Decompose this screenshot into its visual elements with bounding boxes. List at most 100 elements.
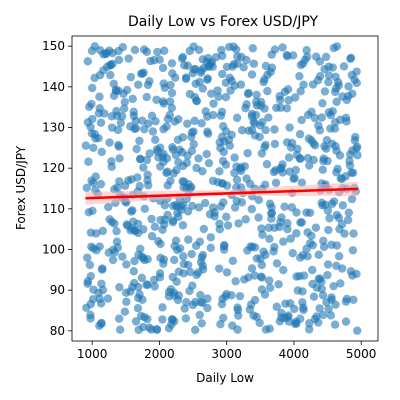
scatter-point — [307, 231, 316, 240]
scatter-point — [310, 113, 320, 123]
scatter-point — [323, 270, 332, 280]
scatter-point — [258, 230, 267, 239]
scatter-point — [139, 225, 148, 234]
scatter-point — [297, 115, 306, 125]
scatter-point — [274, 280, 283, 289]
scatter-point — [288, 248, 297, 258]
scatter-point — [326, 124, 335, 133]
y-axis-label: Forex USD/JPY — [14, 145, 28, 230]
scatter-point — [290, 319, 300, 329]
scatter-point — [163, 210, 172, 220]
scatter-point — [292, 229, 301, 238]
scatter-point — [175, 145, 184, 155]
scatter-point — [311, 223, 321, 232]
scatter-point — [324, 77, 333, 87]
scatter-point — [237, 126, 247, 135]
scatter-point — [265, 283, 275, 293]
scatter-point — [270, 242, 279, 252]
scatter-point — [159, 125, 168, 134]
scatter-point — [324, 225, 333, 235]
scatter-point — [252, 90, 261, 100]
scatter-point — [247, 125, 257, 135]
scatter-point — [242, 55, 251, 65]
scatter-point — [283, 224, 292, 234]
scatter-point — [112, 237, 122, 246]
y-tick-label: 90 — [50, 283, 65, 297]
scatter-point — [122, 297, 131, 306]
scatter-point — [260, 142, 269, 152]
scatter-point — [327, 240, 336, 249]
scatter-point — [195, 310, 204, 320]
scatter-point — [296, 314, 305, 323]
scatter-point — [283, 85, 293, 94]
scatter-point — [305, 239, 315, 248]
x-tick-label: 4000 — [279, 347, 310, 361]
scatter-point — [89, 178, 98, 188]
scatter-point — [283, 313, 292, 322]
scatter-point — [88, 83, 97, 93]
scatter-point — [197, 319, 206, 328]
scatter-point — [324, 71, 334, 80]
scatter-point — [189, 42, 198, 51]
scatter-point — [318, 310, 328, 320]
scatter-point — [182, 298, 191, 307]
scatter-points — [81, 42, 362, 335]
y-tick-label: 110 — [42, 202, 65, 216]
scatter-point — [181, 314, 191, 323]
scatter-point — [179, 259, 189, 269]
scatter-point — [130, 45, 140, 55]
scatter-point — [203, 294, 212, 303]
scatter-point — [183, 119, 192, 128]
scatter-point — [234, 219, 243, 228]
scatter-point — [188, 68, 198, 78]
scatter-point — [344, 208, 354, 217]
scatter-point — [305, 325, 314, 334]
scatter-point — [243, 246, 252, 255]
scatter-point — [174, 291, 184, 300]
scatter-point — [198, 250, 208, 260]
scatter-point — [312, 283, 322, 292]
scatter-point — [307, 107, 316, 117]
scatter-point — [346, 267, 356, 276]
scatter-point — [183, 151, 192, 160]
scatter-point — [110, 219, 119, 228]
scatter-point — [281, 299, 290, 308]
scatter-point — [187, 249, 196, 259]
scatter-point — [160, 46, 169, 55]
scatter-point — [269, 167, 279, 177]
scatter-point — [257, 260, 267, 270]
x-axis-ticks: 1000 2000 3000 4000 5000 — [77, 341, 376, 361]
scatter-point — [154, 236, 163, 246]
scatter-point — [346, 54, 355, 63]
scatter-point — [278, 43, 287, 52]
plot-frame — [71, 35, 379, 342]
scatter-point — [112, 226, 121, 236]
scatter-point — [194, 203, 204, 212]
scatter-point — [328, 107, 337, 116]
scatter-point — [295, 72, 304, 81]
scatter-point — [267, 63, 277, 72]
scatter-point — [196, 257, 206, 267]
scatter-point — [282, 138, 292, 147]
scatter-point — [186, 267, 195, 277]
scatter-point — [172, 202, 182, 211]
scatter-point — [134, 325, 143, 335]
scatter-point — [207, 89, 216, 98]
scatter-point — [247, 70, 257, 79]
scatter-point — [254, 195, 264, 205]
scatter-point — [89, 285, 98, 294]
scatter-point — [239, 63, 248, 72]
scatter-point — [227, 291, 236, 300]
scatter-point — [275, 317, 285, 326]
scatter-point — [84, 157, 93, 166]
scatter-point — [183, 207, 193, 216]
scatter-point — [315, 57, 325, 66]
scatter-point — [297, 178, 307, 187]
scatter-point — [179, 269, 188, 278]
scatter-point — [230, 203, 240, 212]
scatter-point — [327, 199, 337, 209]
scatter-point — [349, 229, 358, 238]
scatter-point — [287, 203, 297, 212]
scatter-point — [270, 125, 279, 134]
scatter-point — [184, 235, 193, 244]
